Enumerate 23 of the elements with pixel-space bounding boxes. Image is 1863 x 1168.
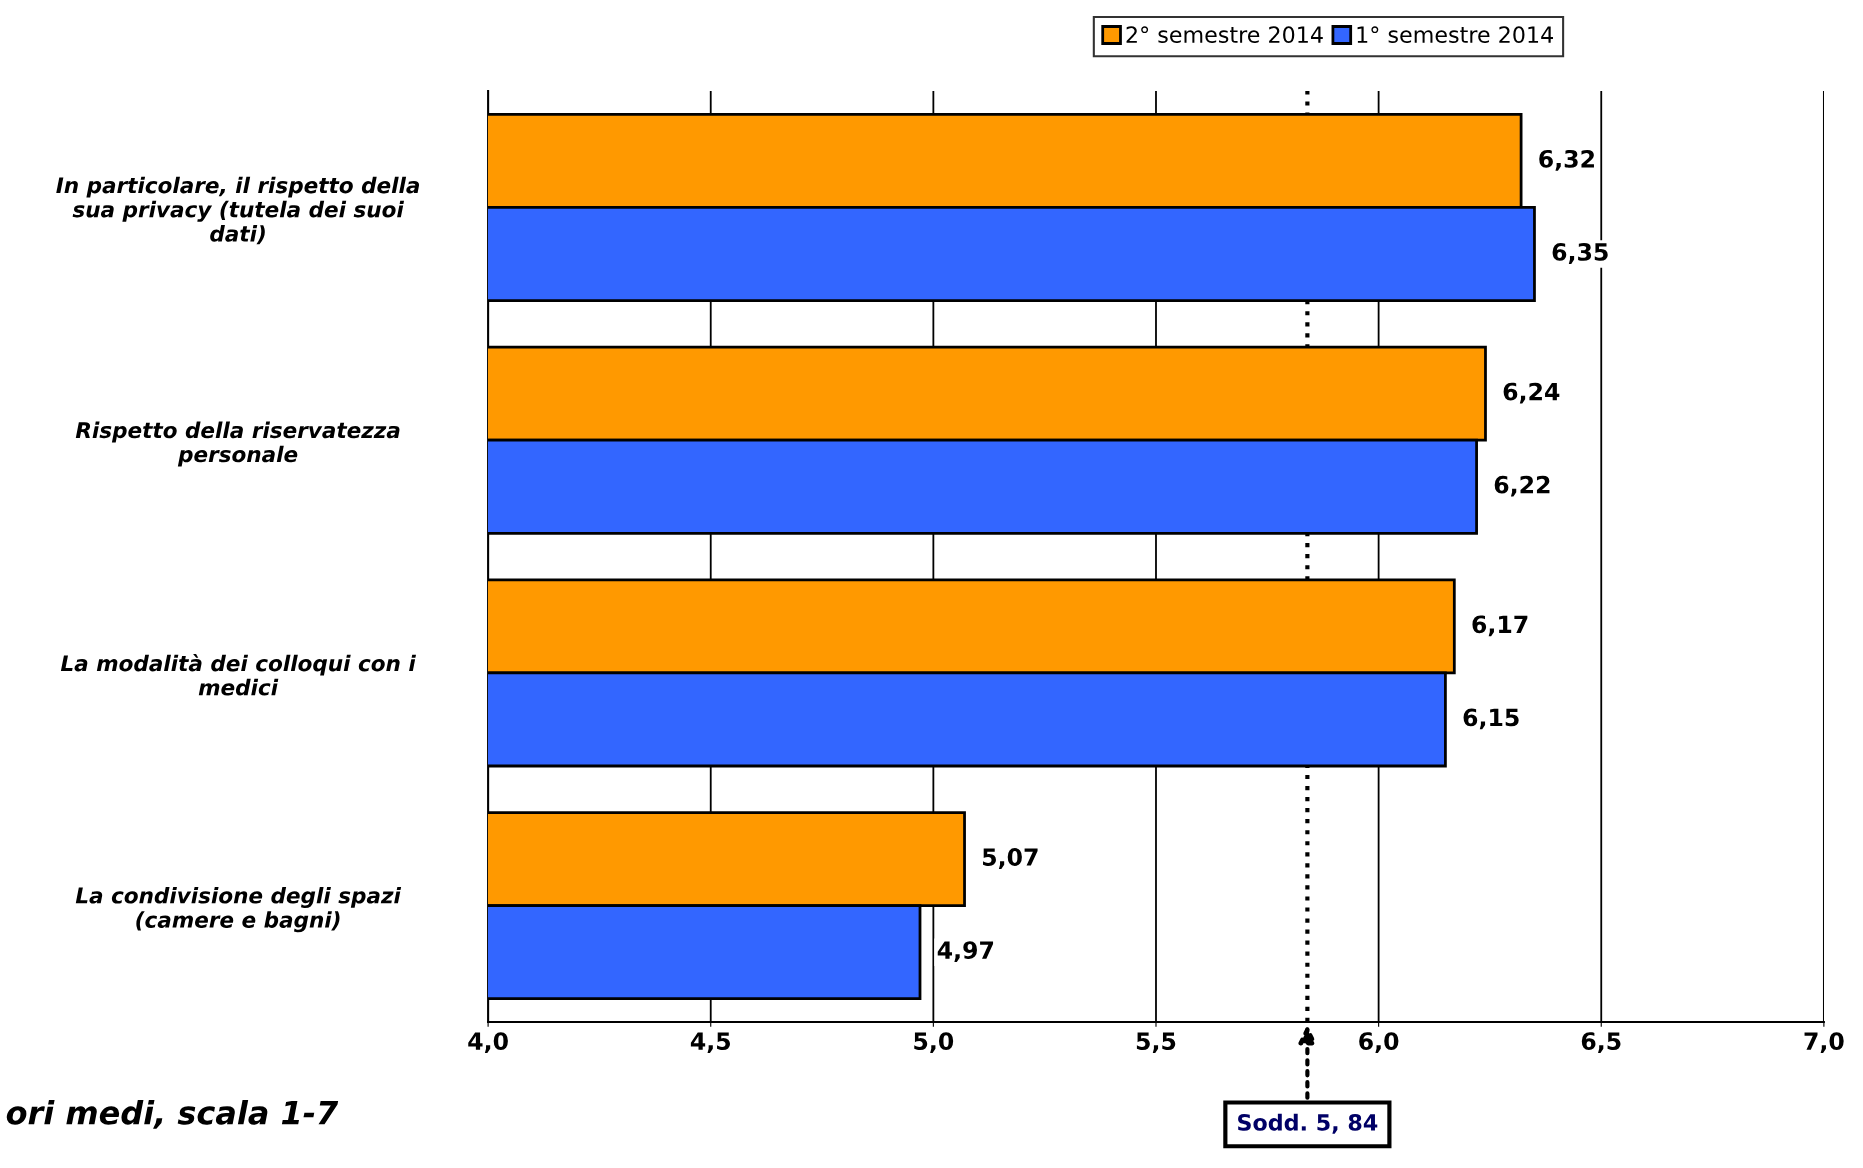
data-label: 6,15 — [1463, 708, 1519, 730]
x-tick-label: 4,5 — [690, 1032, 730, 1054]
text: ori medi, scala 1-7 — [6, 1099, 339, 1129]
ref-line-label: Sodd. 5, 84 — [1238, 1113, 1378, 1134]
x-tick-label: 7,0 — [1804, 1032, 1844, 1054]
data-label: 6,35 — [1552, 243, 1608, 264]
data-label: 6,24 — [1503, 382, 1560, 404]
legend-label: 2° semestre 2014 — [1126, 26, 1323, 44]
y-tick-label: La condivisione degli spazi (camere e bagni) — [75, 886, 402, 933]
y-tick-label: La modalità dei colloqui con i medici — [60, 653, 416, 696]
x-tick-label: 6,5 — [1581, 1032, 1621, 1054]
x-tick-label: 5,0 — [914, 1032, 954, 1054]
legend-label: 1° semestre 2014 — [1357, 26, 1553, 44]
y-tick-label: In particolare, il rispetto della sua privacy (tutela dei suoi dati) — [56, 176, 420, 245]
data-label: 6,32 — [1539, 149, 1594, 171]
x-tick-label: 4,0 — [468, 1032, 508, 1054]
data-label: 6,22 — [1494, 475, 1550, 497]
x-tick-label: 5,5 — [1136, 1032, 1176, 1054]
y-tick-label: Rispetto della riservatezza personale — [75, 421, 400, 467]
x-tick-label: 6,0 — [1359, 1032, 1399, 1054]
data-label: 5,07 — [983, 848, 1038, 869]
data-label: 4,97 — [937, 941, 994, 963]
data-label: 6,17 — [1472, 615, 1528, 637]
